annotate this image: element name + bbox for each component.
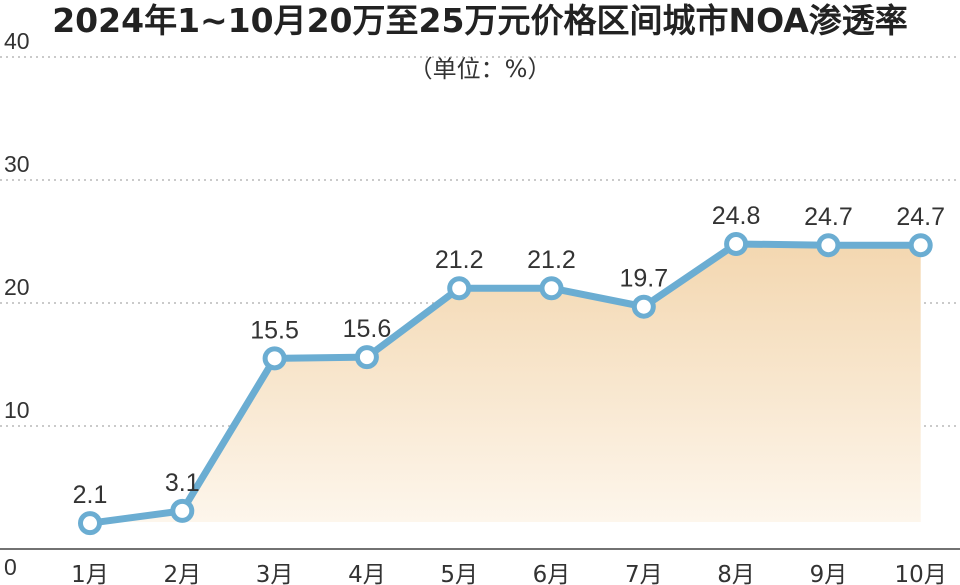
data-point-marker — [354, 345, 379, 370]
series-line-layer — [86, 240, 925, 527]
unit-label: （单位：%） — [409, 55, 552, 83]
x-tick-label: 8月 — [717, 562, 755, 585]
x-tick-label: 2月 — [163, 562, 201, 585]
data-label: 3.1 — [165, 469, 200, 497]
data-point-marker — [816, 233, 841, 258]
y-tick-label: 40 — [4, 28, 30, 54]
area-fill-layer — [90, 243, 921, 524]
data-point-marker — [631, 294, 656, 319]
data-label: 24.7 — [896, 203, 945, 231]
data-point-marker — [724, 231, 749, 256]
x-tick-label: 9月 — [810, 562, 848, 585]
data-point-marker — [262, 346, 287, 371]
area-fill — [90, 243, 921, 524]
x-axis-ticks: 1月 2月 3月 4月 5月 6月 7月 8月 9月 10月 — [71, 562, 947, 585]
data-point-marker — [170, 498, 195, 523]
x-tick-label: 4月 — [348, 562, 386, 585]
x-tick-label: 3月 — [256, 562, 294, 585]
x-tick-label: 7月 — [625, 562, 663, 585]
data-point-marker — [539, 276, 564, 301]
y-tick-label: 30 — [4, 151, 30, 177]
chart-title: 2024年1~10月20万至25万元价格区间城市NOA渗透率 — [52, 1, 908, 40]
x-tick-label: 10月 — [895, 562, 947, 585]
data-label: 19.7 — [619, 265, 668, 293]
data-label: 24.8 — [712, 202, 761, 230]
data-point-marker — [78, 511, 102, 536]
data-point-marker — [447, 276, 472, 301]
data-label: 21.2 — [527, 246, 576, 274]
y-tick-label: 0 — [4, 554, 17, 580]
x-tick-label: 5月 — [440, 562, 478, 585]
y-tick-label: 20 — [4, 274, 30, 300]
data-labels: 2.1 3.1 15.5 15.6 21.2 21.2 19.7 24.8 24.7 24.7 — [73, 202, 945, 509]
data-point-marker — [908, 233, 933, 258]
y-axis-ticks: 0 10 20 30 40 — [4, 28, 30, 580]
data-label: 21.2 — [435, 246, 484, 274]
data-label: 15.5 — [250, 316, 299, 344]
y-tick-label: 10 — [4, 397, 30, 423]
x-tick-label: 1月 — [71, 562, 109, 585]
data-label: 2.1 — [73, 481, 108, 509]
data-label: 24.7 — [804, 203, 853, 231]
series-line — [86, 240, 925, 527]
data-label: 15.6 — [343, 315, 392, 343]
data-markers — [78, 231, 933, 536]
x-tick-label: 6月 — [533, 562, 571, 585]
